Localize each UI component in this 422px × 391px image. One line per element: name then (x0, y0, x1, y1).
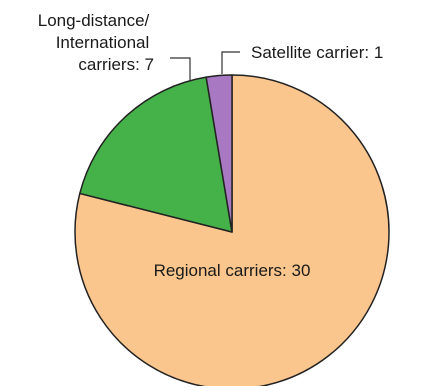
slice-long-distance (79, 76, 233, 233)
leader-line-satellite (221, 51, 240, 74)
slice-satellite (205, 74, 233, 233)
leader-line-long-distance (170, 57, 191, 80)
slice-label-satellite: Satellite carrier: 1 (251, 43, 383, 62)
slice-label-regional: Regional carriers: 30 (154, 261, 311, 280)
slices-layer (74, 74, 390, 390)
slice-regional (74, 74, 390, 390)
leader-lines (170, 51, 240, 80)
slice-label-long-distance-line-2: International (56, 33, 150, 52)
slice-label-long-distance-line-3: carriers: 7 (78, 55, 154, 74)
slice-label-long-distance-line-1: Long-distance/ (38, 11, 150, 30)
slice-labels: Regional carriers: 30 Long-distance/ Int… (38, 11, 384, 280)
slice-label-long-distance: Long-distance/ International carriers: 7 (38, 11, 154, 74)
